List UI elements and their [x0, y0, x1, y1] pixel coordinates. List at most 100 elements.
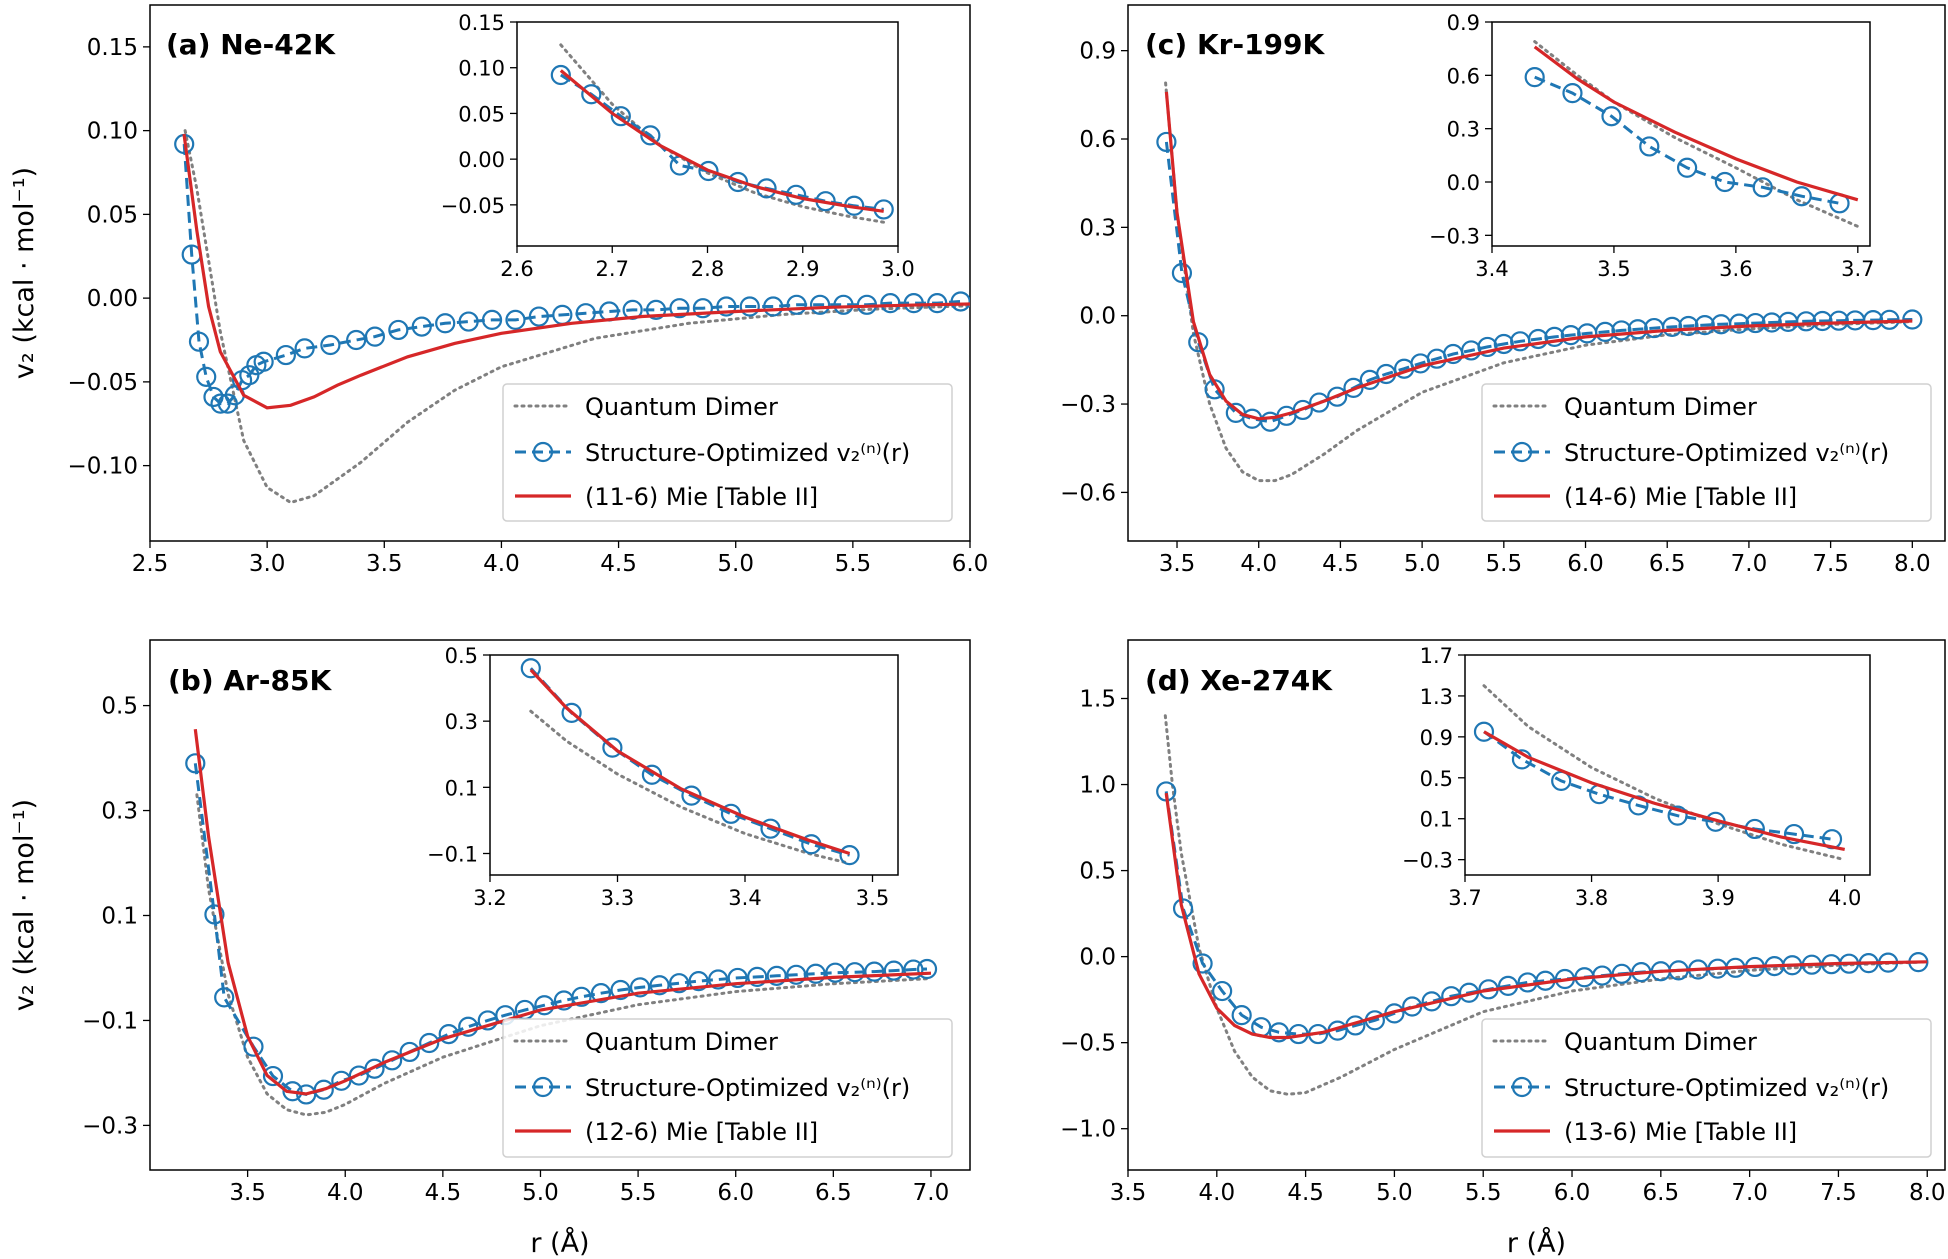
panel-b-optimized-point — [364, 1058, 385, 1079]
panel-a-inset-mie-line — [559, 69, 884, 213]
panel-d-inset-ytick-label: 0.1 — [1420, 808, 1453, 832]
panel-c-inset-ytick-label: 0.3 — [1447, 118, 1480, 142]
panel-c-optimized-point — [1493, 333, 1514, 355]
panel-a-inset-optimized-point — [698, 160, 719, 182]
panel-a-inset-axes: 2.6 2.7 2.8 2.9 3.0 −0.05 0.00 0.05 0.10 0.15 — [441, 11, 915, 281]
panel-a-main-xtick-label: 4.5 — [600, 551, 637, 577]
panel-a-inset-optimized-point — [727, 171, 749, 193]
panel-a-legend-optimized-marker — [532, 441, 554, 463]
panel-d-inset-mie-line — [1483, 730, 1846, 851]
panel-b-inset-ytick-label: 0.3 — [445, 710, 478, 734]
panel-c-optimized-point — [1812, 310, 1833, 332]
panel-b-legend-box — [502, 1018, 953, 1158]
panel-b-main-xtick-label: 4.5 — [425, 1180, 462, 1206]
panel-c-legend-optimized-marker — [1511, 441, 1533, 463]
panel-d-legend-box — [1481, 1018, 1932, 1158]
panel-b-legend-optimized-marker — [532, 1076, 554, 1098]
panel-d-optimized-point — [1231, 1005, 1252, 1026]
panel-b-inset-optimized-point — [602, 737, 623, 758]
panel-d-main-xtick-label: 4.5 — [1287, 1180, 1324, 1206]
panel-c-main-ytick-label: 0.3 — [1079, 215, 1116, 241]
panel-b-optimized-point — [419, 1032, 440, 1054]
panel-a-legend: Quantum Dimer Structure-Optimized v₂⁽ⁿ⁾(r… — [502, 383, 953, 522]
panel-a-inset-ytick-label: 0.15 — [458, 11, 505, 35]
panel-c-optimized-point — [1292, 399, 1313, 421]
panel-c-optimized-point — [1627, 319, 1648, 340]
panel-a-optimized-point — [786, 294, 807, 315]
panel-c-optimized-point — [1595, 321, 1616, 343]
panel-a-main-ytick-label: 0.05 — [87, 202, 138, 228]
panel-b-main-xtick-label: 5.0 — [522, 1180, 559, 1206]
panel-b-optimized-point — [649, 975, 670, 996]
panel-a-main-ytick-label: −0.10 — [68, 454, 138, 480]
panel-b-optimized-point — [571, 986, 592, 1007]
panel-c-optimized-point — [1662, 316, 1683, 337]
panel-b-main-ytick-label: −0.1 — [82, 1008, 138, 1034]
panel-b-legend-quantum-label: Quantum Dimer — [585, 1028, 778, 1056]
panel-b-main-xtick-label: 5.5 — [620, 1180, 657, 1206]
panel-d-legend-mie-label: (13-6) Mie [Table II] — [1564, 1118, 1797, 1146]
panel-b-inset-optimized-point — [839, 845, 860, 866]
panel-b-main-ytick-label: 0.5 — [101, 694, 138, 720]
panel-c-optimized-point — [1796, 311, 1817, 332]
panel-a-optimized-point — [833, 294, 854, 315]
panel-a-main-xtick-label: 3.5 — [366, 551, 403, 577]
panel-c-inset-ytick-label: 0.9 — [1447, 11, 1480, 35]
panel-a-optimized-point — [880, 293, 901, 314]
panel-c-optimized-point — [1694, 315, 1715, 336]
panel-b-optimized-point — [786, 964, 807, 985]
panel-b-optimized-point — [766, 965, 787, 986]
panel-a-optimized-point — [411, 316, 432, 337]
panel-a-optimized-point — [763, 296, 784, 317]
panel-c-inset-ytick-label: −0.3 — [1429, 224, 1480, 248]
panel-c-inset-xtick-label: 3.5 — [1597, 257, 1630, 281]
panel-b-quantum-dimer-line — [195, 793, 933, 1117]
panel-c-optimized-point — [1902, 309, 1923, 330]
panel-d-main-ytick-label: −1.0 — [1060, 1117, 1116, 1143]
panel-d-mie-line — [1164, 792, 1928, 1040]
panel-c-optimized-point — [1477, 336, 1498, 358]
panel-d-inset-optimized-point — [1667, 805, 1688, 826]
panel-b-optimized-point — [747, 966, 768, 987]
panel-d-main-xtick-label: 8.0 — [1909, 1180, 1946, 1206]
panel-b-inset-series-group — [520, 658, 860, 866]
panel-b-main-ytick-label: 0.3 — [101, 799, 138, 825]
panel-b-main-xtick-label: 3.5 — [229, 1180, 266, 1206]
panel-a-optimized-point — [669, 298, 690, 319]
panel-a-optimized-point — [458, 311, 479, 332]
panel-c-legend-optimized-label: Structure-Optimized v₂⁽ⁿ⁾(r) — [1564, 439, 1889, 467]
panel-b-inset-xtick-label: 3.5 — [856, 886, 889, 910]
panel-c-main-ytick-label: 0.0 — [1079, 304, 1116, 330]
panel-c-mie-line — [1164, 91, 1913, 421]
panel-a-main-ytick-label: 0.15 — [87, 35, 138, 61]
panel-c-main-xtick-label: 5.0 — [1404, 551, 1441, 577]
panel-c-title: (c) Kr-199K — [1145, 28, 1326, 61]
panel-a-optimized-point — [716, 296, 737, 317]
panel-c-optimized-point — [1729, 313, 1750, 334]
panel-c-main-xtick-label: 5.5 — [1486, 551, 1523, 577]
panel-b-optimized-point — [688, 970, 709, 992]
panel-b-optimized-point — [399, 1041, 420, 1063]
panel-d-inset-xtick-label: 3.9 — [1701, 886, 1734, 910]
panel-b-optimized-point — [708, 969, 729, 990]
panel-a-inset-xtick-label: 2.9 — [786, 257, 819, 281]
panel-a-main-xtick-label: 4.0 — [483, 551, 520, 577]
panel-b-inset-xtick-label: 3.4 — [728, 886, 761, 910]
panel-a-main-xtick-label: 5.5 — [835, 551, 872, 577]
panel-b-legend: Quantum Dimer Structure-Optimized v₂⁽ⁿ⁾(r… — [502, 1018, 953, 1158]
panel-c-main-ytick-label: −0.3 — [1060, 392, 1116, 418]
panel-c-main-xtick-label: 8.0 — [1894, 551, 1931, 577]
panel-d-legend-quantum-label: Quantum Dimer — [1564, 1028, 1757, 1056]
panel-b-inset-optimized-point — [520, 658, 541, 679]
panel-a-main-ytick-label: 0.10 — [87, 119, 138, 145]
panel-a-optimized-point — [388, 319, 409, 341]
panel-c-inset-xtick-label: 3.7 — [1841, 257, 1874, 281]
panel-d-main-xtick-label: 6.0 — [1554, 1180, 1591, 1206]
panel-a-optimized-point — [196, 366, 217, 387]
panel-c-optimized-point — [1309, 392, 1330, 413]
panel-c-optimized-point — [1745, 312, 1766, 334]
panel-a-inset-optimized-point — [550, 64, 571, 86]
panel-c-optimized-point — [1528, 328, 1549, 350]
panel-d-main-xtick-label: 6.5 — [1643, 1180, 1680, 1206]
